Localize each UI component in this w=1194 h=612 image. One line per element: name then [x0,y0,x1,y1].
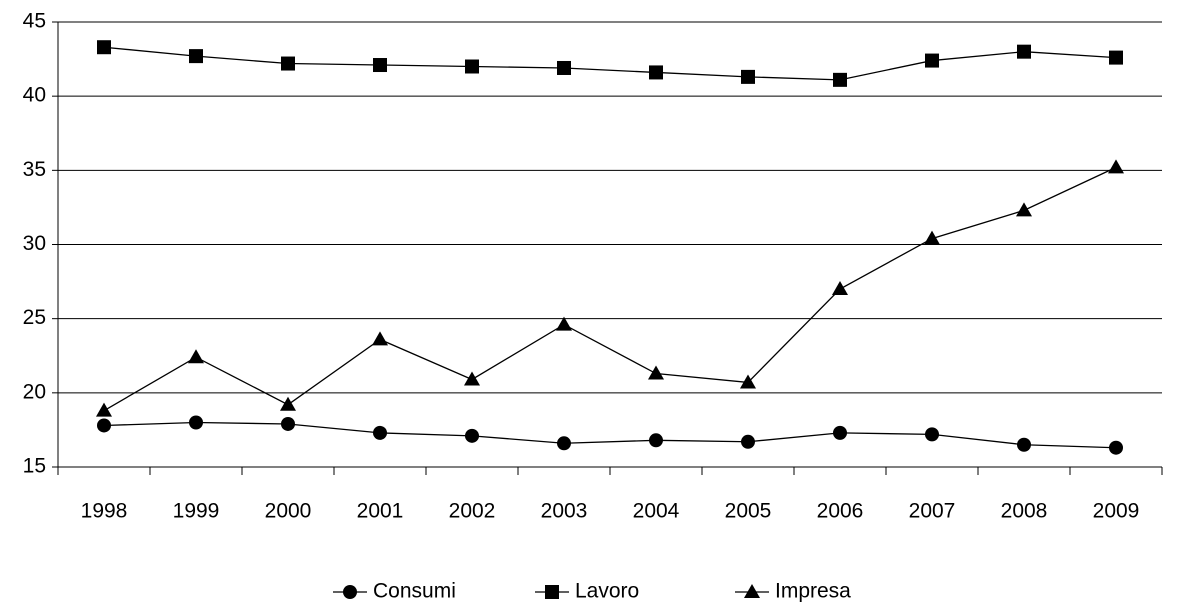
data-point [189,49,203,64]
x-tick-label: 2006 [817,500,864,523]
data-point [925,53,939,68]
legend-marker [545,585,559,599]
data-point [464,371,480,386]
data-point [833,72,847,87]
data-point [372,331,388,346]
y-tick-label: 40 [23,84,46,107]
legend-marker [343,585,357,599]
x-tick-label: 2004 [633,500,680,523]
x-tick-label: 2007 [909,500,956,523]
data-point [557,60,571,75]
data-point [833,425,847,440]
x-tick-label: 2003 [541,500,588,523]
x-tick-label: 1999 [173,500,220,523]
x-tick-label: 2002 [449,500,496,523]
legend-label: Consumi [373,580,456,603]
y-tick-label: 20 [23,380,46,403]
data-point [96,402,112,417]
x-tick-label: 2008 [1001,500,1048,523]
data-point [188,349,204,364]
legend-label: Lavoro [575,580,639,603]
data-point [373,58,387,73]
data-point [373,425,387,440]
data-point [649,433,663,448]
data-point [280,396,296,411]
series-line [103,166,1117,412]
data-point [924,230,940,245]
data-point [281,56,295,71]
data-point [557,436,571,451]
data-point [1017,437,1031,452]
data-point [1017,44,1031,59]
y-tick-label: 15 [23,455,46,478]
data-point [1109,50,1123,65]
x-tick-label: 2009 [1093,500,1140,523]
data-point [281,416,295,431]
legend-label: Impresa [775,580,851,603]
data-point [1016,202,1032,217]
data-point [832,281,848,295]
series-line [103,421,1117,449]
y-tick-label: 30 [23,232,46,255]
x-tick-label: 1998 [81,500,128,523]
data-point [1108,159,1124,174]
data-point [465,59,479,74]
data-point [1109,440,1123,455]
y-tick-label: 45 [23,10,46,33]
legend-marker [744,584,760,598]
data-point [740,374,756,389]
x-tick-label: 2001 [357,500,404,523]
y-tick-label: 35 [23,158,46,181]
data-point [649,65,663,80]
x-tick-label: 2005 [725,500,772,523]
data-point [97,40,111,55]
data-point [925,427,939,442]
x-tick-label: 2000 [265,500,312,523]
data-point [465,428,479,443]
data-point [97,418,111,433]
data-point [741,434,755,449]
data-point [741,69,755,84]
data-point [189,415,203,430]
data-point [556,316,572,331]
y-tick-label: 25 [23,306,46,329]
data-point [648,365,664,380]
series-line [103,46,1117,81]
